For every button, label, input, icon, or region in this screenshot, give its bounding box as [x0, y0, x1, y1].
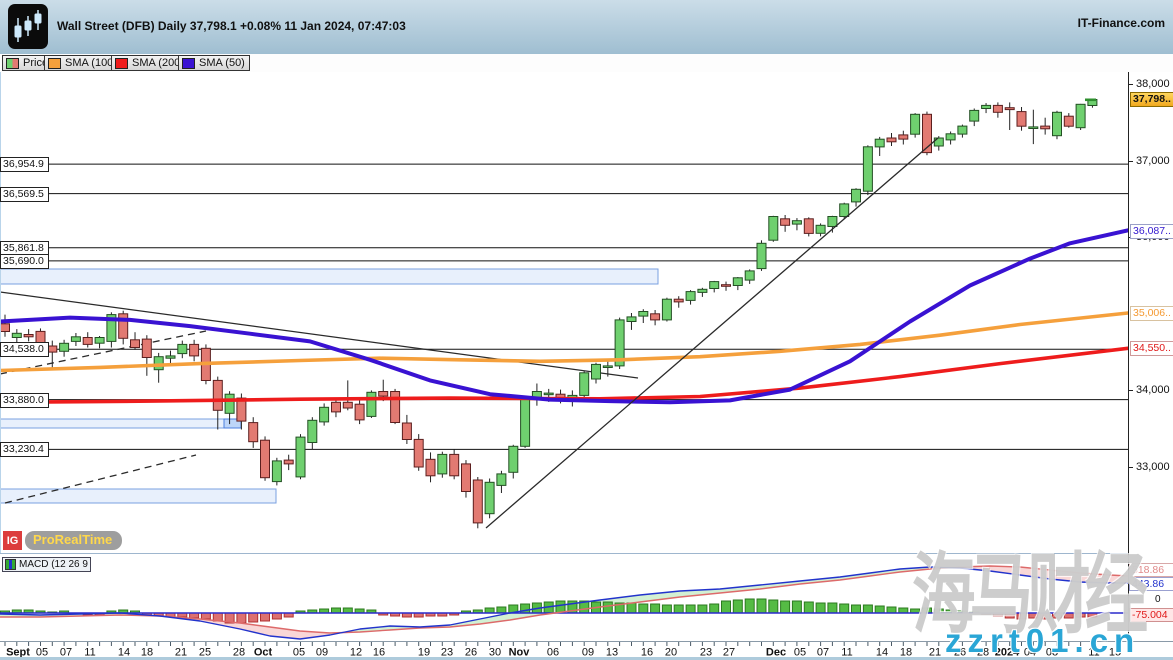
price-axis-panel[interactable]: 38,00037,00036,00034,00033,00037,798..36… [1128, 72, 1173, 641]
svg-text:28: 28 [977, 647, 989, 659]
price-level-tag[interactable]: 34,538.0 [0, 342, 49, 357]
watermark-url: zzrt01.cn [945, 622, 1141, 659]
svg-text:05: 05 [794, 647, 806, 659]
price-axis-tag-last: 37,798.. [1130, 92, 1173, 107]
legend-sma50-label: SMA (50) [199, 57, 245, 69]
sma50-series-icon [182, 57, 195, 69]
svg-text:Nov: Nov [509, 647, 531, 659]
svg-text:09: 09 [582, 647, 594, 659]
price-level-tag[interactable]: 33,230.4 [0, 442, 49, 457]
svg-text:18: 18 [141, 647, 153, 659]
legend-sma100-button[interactable]: SMA (100) [44, 55, 122, 71]
svg-text:Dec: Dec [766, 647, 786, 659]
legend-price-label: Price [23, 57, 49, 69]
svg-text:07: 07 [817, 647, 829, 659]
sma200-series-icon [115, 57, 128, 69]
prorealtime-badge[interactable]: IG ProRealTime [3, 530, 123, 551]
prorealtime-label: ProRealTime [25, 531, 123, 550]
svg-text:14: 14 [118, 647, 130, 659]
chart-title: Wall Street (DFB) Daily 37,798.1 +0.08% … [57, 19, 406, 33]
price-axis-tag-sma50: 36,087.. [1130, 224, 1173, 239]
svg-text:16: 16 [373, 647, 385, 659]
svg-text:18: 18 [900, 647, 912, 659]
svg-text:2024: 2024 [995, 647, 1020, 659]
price-level-tag[interactable]: 35,861.8 [0, 241, 49, 256]
price-axis-tick-label: 37,000 [1136, 155, 1170, 167]
svg-text:04: 04 [1024, 647, 1036, 659]
macd-button-label: MACD (12 26 9 [19, 559, 88, 570]
svg-text:28: 28 [233, 647, 245, 659]
svg-text:23: 23 [700, 647, 712, 659]
sma100-series-icon [48, 57, 61, 69]
svg-text:19: 19 [418, 647, 430, 659]
price-level-tag[interactable]: 36,569.5 [0, 187, 49, 202]
svg-text:14: 14 [876, 647, 888, 659]
svg-text:23: 23 [441, 647, 453, 659]
svg-text:05: 05 [36, 647, 48, 659]
candlestick-chart [0, 72, 1128, 553]
price-level-tag[interactable]: 35,690.0 [0, 254, 49, 269]
macd-zero-label: 0 [1155, 594, 1161, 605]
legend-sma100-label: SMA (100) [65, 57, 117, 69]
brand-link: IT-Finance.com [1077, 16, 1165, 30]
macd-chart-canvas[interactable] [0, 557, 1128, 641]
price-axis-tag-sma100: 35,006.. [1130, 306, 1173, 321]
legend-sma200-label: SMA (200) [132, 57, 184, 69]
svg-text:30: 30 [489, 647, 501, 659]
price-level-tag[interactable]: 36,954.9 [0, 157, 49, 172]
svg-text:21: 21 [929, 647, 941, 659]
price-chart-canvas[interactable]: 36,954.9 36,569.5 35,861.8 35,690.0 34,538.0… [0, 72, 1128, 553]
svg-text:08: 08 [1046, 647, 1058, 659]
svg-text:06: 06 [547, 647, 559, 659]
svg-text:05: 05 [293, 647, 305, 659]
svg-text:25: 25 [199, 647, 211, 659]
svg-text:11: 11 [841, 647, 852, 659]
macd-signal-value-tag: 518.86 [1129, 563, 1173, 577]
svg-text:21: 21 [175, 647, 187, 659]
macd-chart [0, 565, 1128, 640]
price-axis-tag-sma200: 34,550.. [1130, 341, 1173, 356]
price-axis-tick-label: 38,000 [1136, 78, 1170, 90]
macd-indicator-button[interactable]: MACD (12 26 9 [2, 557, 91, 572]
price-level-tag[interactable]: 33,880.0 [0, 393, 49, 408]
svg-text:11: 11 [84, 647, 95, 659]
candlestick-logo-icon[interactable] [8, 4, 48, 49]
legend-sma50-button[interactable]: SMA (50) [178, 55, 250, 71]
svg-text:26: 26 [465, 647, 477, 659]
svg-text:16: 16 [641, 647, 653, 659]
macd-hist-value-tag: -75.004 [1129, 608, 1173, 622]
legend-bar: Price SMA (100) SMA (200) SMA (50) [0, 54, 1173, 72]
ig-logo-icon: IG [3, 531, 22, 550]
svg-text:11: 11 [1088, 647, 1099, 659]
svg-text:26: 26 [954, 647, 966, 659]
price-series-icon [6, 57, 19, 69]
svg-text:12: 12 [350, 647, 362, 659]
window-header: Wall Street (DFB) Daily 37,798.1 +0.08% … [0, 0, 1173, 55]
svg-text:07: 07 [60, 647, 72, 659]
svg-text:Sept: Sept [6, 647, 30, 659]
svg-text:13: 13 [606, 647, 618, 659]
macd-value-tag: 443.86 [1129, 577, 1173, 591]
macd-series-icon [5, 559, 16, 570]
price-axis-tick-label: 33,000 [1136, 461, 1170, 473]
bottom-frame-strip [0, 657, 1173, 660]
svg-text:20: 20 [665, 647, 677, 659]
legend-sma200-button[interactable]: SMA (200) [111, 55, 189, 71]
svg-text:15: 15 [1109, 647, 1121, 659]
price-axis-tick-label: 34,000 [1136, 384, 1170, 396]
svg-text:27: 27 [723, 647, 735, 659]
svg-text:Oct: Oct [254, 647, 273, 659]
watermark-cjk: 海马财经 [912, 545, 1148, 644]
date-axis[interactable]: Sept 05 07 11 14 18 21 25 28 Oct 05 09 12 16 19 23 26 30 N… [0, 641, 1173, 658]
svg-text:09: 09 [316, 647, 328, 659]
